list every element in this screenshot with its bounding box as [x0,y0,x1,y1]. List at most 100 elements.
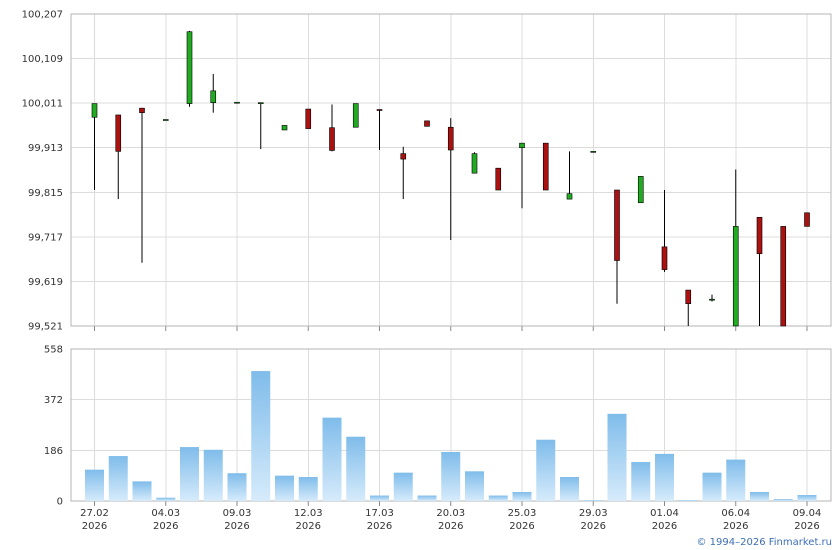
price-tick-label: 99,521 [28,322,63,333]
copyright-credit[interactable]: © 1994–2026 Finmarket.ru [696,537,832,548]
candle [305,108,312,129]
candle [471,152,478,174]
volume-bar [180,447,199,501]
candle-body-up [186,31,193,104]
candle [804,212,810,227]
candle [637,176,644,204]
candle [376,109,383,150]
candle [234,101,240,104]
candle-body-up [590,151,597,153]
volume-bar [702,472,722,501]
volume-bar [678,500,698,501]
volume-bar [85,469,104,501]
candle-body-up [566,193,573,200]
volume-bar [512,492,532,501]
volume-tick-label: 372 [44,395,63,406]
date-tick-label: 27.02 [80,508,109,519]
volume-bar [393,472,413,501]
candle [329,104,335,152]
candle-body-up [637,176,644,204]
candle [352,103,359,128]
candle [281,125,288,131]
candle-body-down [542,142,549,191]
volume-bar [631,462,651,501]
candle [756,217,763,326]
volume-bar [536,439,556,501]
price-tick-label: 100,207 [22,10,63,21]
year-tick-label: 2026 [367,521,392,532]
candle [566,151,573,200]
volume-bar [298,477,318,501]
candle [732,169,739,327]
candle-body-down [139,107,145,113]
candle [210,74,217,113]
date-tick-label: 12.03 [294,508,323,519]
volume-bar [322,417,342,501]
price-tick-label: 99,619 [28,277,63,288]
candle-body-down [329,127,335,151]
price-tick-label: 100,109 [22,54,63,65]
candle-body-down [400,153,407,160]
date-tick-label: 01.04 [650,508,679,519]
candle-body-down [756,217,763,254]
price-candles [91,30,810,327]
year-tick-label: 2026 [296,521,321,532]
candle [519,142,525,209]
volume-bar [583,500,603,501]
volume-bar [346,436,366,501]
candle [400,146,407,200]
candle-body-down [685,289,692,305]
price-y-axis: 100,207 100,109 100,011 99,913 99,815 99,717 9… [22,10,63,333]
candle [162,119,169,121]
volume-tick-label: 0 [57,497,63,508]
price-tick-label: 99,717 [28,232,63,243]
date-tick-label: 25.03 [508,508,537,519]
candle-body-down [614,189,620,261]
year-tick-label: 2026 [723,521,748,532]
candle [661,190,668,272]
year-tick-label: 2026 [438,521,463,532]
volume-bar [773,499,793,501]
date-tick-label: 06.04 [721,508,750,519]
candle [685,289,692,326]
date-tick-label: 09.03 [223,508,252,519]
candle-body-down [495,167,502,191]
candle-body-down [804,212,810,227]
volume-bar [560,477,579,501]
date-tick-label: 17.03 [365,508,394,519]
candle-body-up [257,102,264,104]
volume-bar [156,497,176,501]
volume-bar [251,371,271,501]
date-tick-label: 20.03 [436,508,465,519]
year-tick-label: 2026 [794,521,819,532]
candle [257,102,264,150]
candle [614,189,620,304]
price-tick-label: 99,815 [28,188,63,199]
price-plot-frame [70,13,832,327]
candle-body-up [234,101,240,104]
volume-bar [726,459,746,501]
candle-body-down [305,108,312,129]
price-tick-label: 99,913 [28,143,63,154]
volume-bar [465,471,484,501]
volume-bar [108,456,128,501]
candle [139,107,145,263]
date-tick-label: 04.03 [151,508,180,519]
volume-bar [132,481,152,501]
candle-body-up [471,153,478,174]
volume-bar [797,495,817,501]
date-tick-label: 29.03 [579,508,608,519]
volume-bar [370,495,389,501]
year-tick-label: 2026 [82,521,107,532]
volume-bar [275,475,294,501]
year-tick-label: 2026 [153,521,178,532]
candle-body-down [447,126,454,151]
candle-body-up [519,142,525,149]
candle [91,103,98,191]
year-tick-label: 2026 [509,521,534,532]
candle [542,142,549,191]
candle [424,120,430,127]
volume-tick-label: 558 [44,345,63,356]
candle [780,226,787,327]
